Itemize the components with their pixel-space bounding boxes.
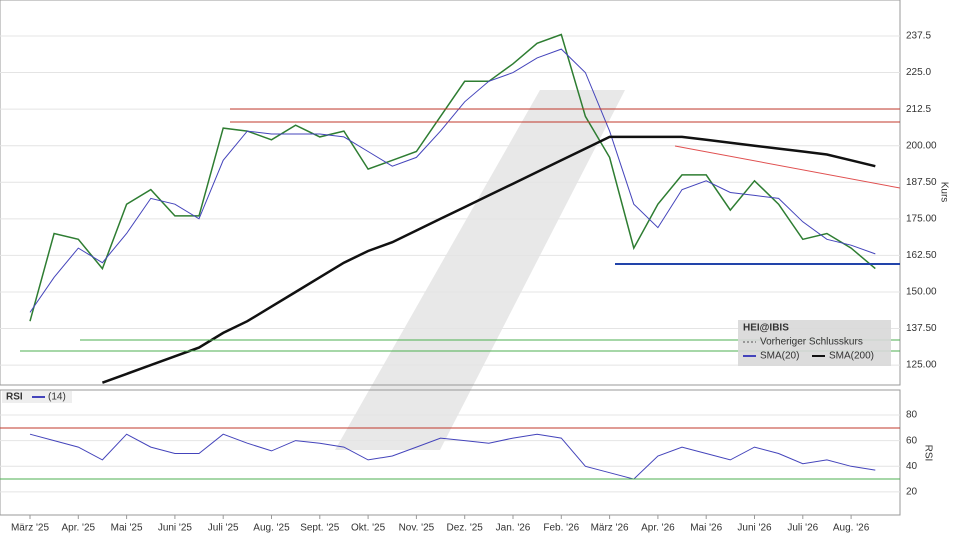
x-tick-label: Apr. '25 <box>61 523 95 534</box>
x-tick-label: Juli '26 <box>787 523 818 534</box>
x-tick-label: Nov. '25 <box>399 523 435 534</box>
y-tick-label: 212.5 <box>906 104 931 115</box>
legend-title: HEI@IBIS <box>743 323 789 334</box>
series-line <box>101 135 876 384</box>
legend <box>738 320 891 366</box>
x-tick-label: Mai '25 <box>111 523 143 534</box>
x-tick-label: Dez. '25 <box>447 523 484 534</box>
x-tick-label: Aug. '26 <box>833 523 870 534</box>
trend-line <box>674 145 901 189</box>
x-tick-label: Sept. '25 <box>300 523 340 534</box>
y-tick-label: 20 <box>906 487 918 498</box>
x-tick-label: Jan. '26 <box>496 523 531 534</box>
watermark <box>335 90 625 450</box>
legend-label: SMA(20) <box>760 351 799 362</box>
y-tick-label: 175.00 <box>906 213 937 224</box>
rsi-title: RSI <box>6 392 23 403</box>
y-tick-label: 200.00 <box>906 140 937 151</box>
x-tick-label: Juni '26 <box>737 523 772 534</box>
x-tick-label: Juli '25 <box>208 523 239 534</box>
x-tick-label: Juni '25 <box>158 523 193 534</box>
series-line <box>29 433 876 480</box>
y-tick-label: 80 <box>906 410 918 421</box>
y-tick-label: 40 <box>906 461 918 472</box>
x-tick-label: Apr. '26 <box>641 523 675 534</box>
x-tick-label: März '26 <box>591 523 629 534</box>
y-axis-label: Kurs <box>938 182 949 203</box>
rsi-period: (14) <box>48 392 66 403</box>
y-tick-label: 187.50 <box>906 177 937 188</box>
y-tick-label: 137.50 <box>906 323 937 334</box>
y-tick-label: 225.0 <box>906 67 931 78</box>
y-axis-label: RSI <box>922 445 933 462</box>
x-tick-label: Mai '26 <box>690 523 722 534</box>
price-panel <box>0 0 901 386</box>
y-tick-label: 150.00 <box>906 287 937 298</box>
rsi-panel <box>0 389 901 516</box>
series-line <box>29 33 876 322</box>
y-tick-label: 237.5 <box>906 31 931 42</box>
y-tick-label: 162.50 <box>906 250 937 261</box>
x-tick-label: Aug. '25 <box>253 523 290 534</box>
x-tick-label: März '25 <box>11 523 49 534</box>
x-tick-label: Okt. '25 <box>351 523 386 534</box>
x-tick-label: Feb. '26 <box>543 523 579 534</box>
y-tick-label: 125.00 <box>906 360 937 371</box>
y-tick-label: 60 <box>906 435 918 446</box>
legend-label: SMA(200) <box>829 351 874 362</box>
legend-label: Vorheriger Schlusskurs <box>760 337 863 348</box>
series-line <box>29 48 876 313</box>
